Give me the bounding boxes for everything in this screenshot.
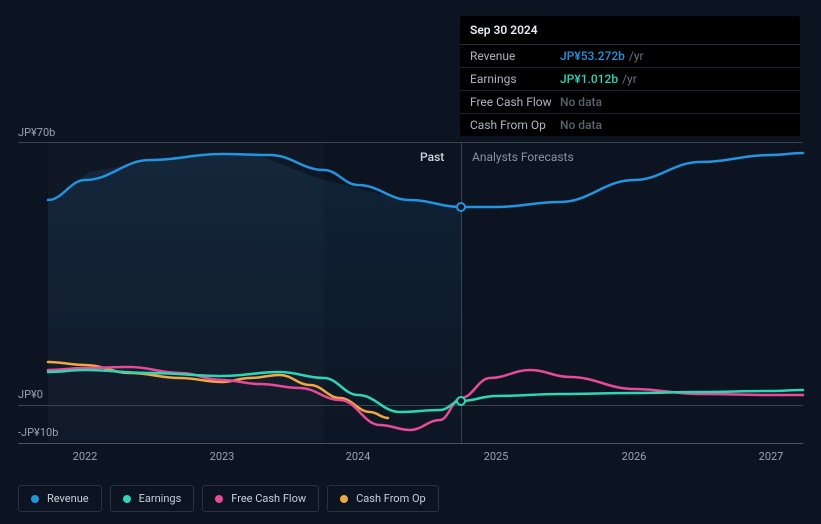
tooltip-row-label: Cash From Op	[470, 118, 560, 132]
tooltip-date: Sep 30 2024	[460, 16, 800, 45]
tooltip-row-value: No data	[560, 95, 602, 109]
x-axis-label: 2024	[346, 450, 371, 463]
y-axis-label: JP¥0	[18, 388, 43, 401]
legend-label: Cash From Op	[356, 492, 426, 505]
legend-dot-icon	[123, 495, 131, 503]
x-axis-label: 2026	[622, 450, 647, 463]
tooltip-row-unit: /yr	[622, 72, 637, 86]
tooltip-row: Cash From OpNo data	[460, 114, 800, 136]
tooltip-row-label: Free Cash Flow	[470, 95, 560, 109]
legend-dot-icon	[340, 495, 348, 503]
gridline	[18, 142, 803, 143]
tooltip-row-unit: /yr	[629, 49, 644, 63]
legend-label: Earnings	[139, 492, 182, 505]
y-axis-label: -JP¥10b	[18, 426, 58, 439]
revenue-marker	[456, 202, 466, 212]
legend-dot-icon	[31, 495, 39, 503]
tooltip-row: RevenueJP¥53.272b/yr	[460, 45, 800, 68]
tooltip-row-value: No data	[560, 118, 602, 132]
revenue-area-fill	[48, 142, 462, 442]
tooltip-row-value: JP¥1.012b	[560, 72, 618, 86]
x-axis-label: 2025	[484, 450, 509, 463]
earnings-marker	[456, 396, 466, 406]
chart-legend: Revenue Earnings Free Cash Flow Cash Fro…	[18, 485, 439, 512]
x-axis-line	[18, 443, 803, 444]
financial-chart: JP¥70b JP¥0 -JP¥10b Past Analysts Foreca…	[0, 0, 821, 524]
tooltip-row: EarningsJP¥1.012b/yr	[460, 68, 800, 91]
legend-label: Revenue	[47, 492, 89, 505]
tooltip-row-value: JP¥53.272b	[560, 49, 625, 63]
tooltip-row-label: Earnings	[470, 72, 560, 86]
legend-revenue[interactable]: Revenue	[18, 485, 102, 512]
data-tooltip: Sep 30 2024 RevenueJP¥53.272b/yrEarnings…	[460, 16, 800, 136]
legend-label: Free Cash Flow	[231, 492, 306, 505]
x-axis-label: 2027	[759, 450, 784, 463]
past-label: Past	[420, 150, 444, 164]
gridline	[18, 405, 803, 406]
tooltip-row-label: Revenue	[470, 49, 560, 63]
x-axis-label: 2023	[210, 450, 235, 463]
y-axis-label: JP¥70b	[18, 126, 55, 139]
legend-earnings[interactable]: Earnings	[110, 485, 195, 512]
x-axis-label: 2022	[73, 450, 98, 463]
forecast-label: Analysts Forecasts	[472, 150, 574, 164]
legend-cash-from-op[interactable]: Cash From Op	[327, 485, 439, 512]
legend-dot-icon	[215, 495, 223, 503]
legend-free-cash-flow[interactable]: Free Cash Flow	[202, 485, 319, 512]
tooltip-row: Free Cash FlowNo data	[460, 91, 800, 114]
